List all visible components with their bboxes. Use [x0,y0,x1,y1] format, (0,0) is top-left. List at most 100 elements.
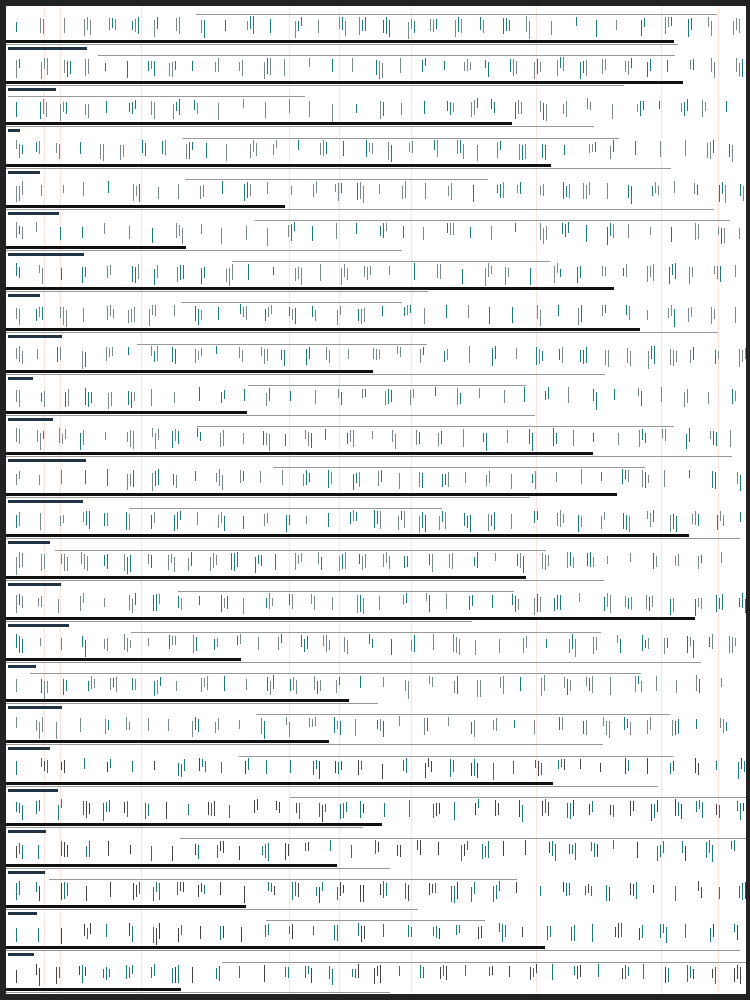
tick-mark [155,305,156,316]
tick-mark [404,307,405,317]
tick-mark [109,800,110,812]
tick-mark [216,968,217,980]
tick-mark [448,472,449,488]
tick-mark [580,349,581,362]
tick-mark [644,18,645,28]
tick-mark [195,306,196,321]
tick-mark [630,883,631,896]
tick-mark [696,801,697,813]
tick-mark [402,185,403,200]
tick-mark [455,19,456,37]
tick-mark [60,104,61,121]
tick-mark [652,185,653,196]
tick-mark [288,967,289,978]
tick-mark [84,18,85,37]
tick-mark [652,595,653,608]
tick-mark [453,760,454,772]
tick-mark [195,470,196,481]
tick-mark [488,513,489,532]
tick-mark [539,349,540,364]
tick-mark [178,183,179,200]
tick-mark [352,968,353,978]
tick-mark [382,305,383,317]
tick-mark [377,511,378,524]
tick-mark [201,267,202,284]
tick-mark [400,347,401,358]
tick-mark [691,307,692,317]
tick-mark [577,267,578,283]
tick-mark [633,801,634,811]
tick-mark [461,844,462,862]
tick-mark [438,433,439,447]
tick-mark [301,553,302,563]
tick-mark [458,17,459,32]
tick-mark [564,144,565,155]
tick-mark [59,967,60,979]
tick-mark [372,143,373,154]
tick-mark [223,925,224,938]
tick-mark [298,20,299,32]
thick-rule [6,987,181,991]
tick-mark [91,391,92,404]
tick-mark [534,597,535,615]
tick-mark [204,678,205,687]
tick-mark [156,594,157,612]
tick-mark [16,557,17,575]
tick-mark [461,18,462,33]
tick-mark [248,757,249,770]
tick-mark [742,350,743,362]
tick-mark [136,185,137,196]
tick-mark [726,721,727,731]
tick-mark [734,840,735,851]
tick-mark [718,350,719,360]
tick-mark [695,598,696,616]
tick-mark [107,554,108,569]
tick-mark [585,885,586,895]
tick-mark [224,675,225,692]
tick-mark [502,924,503,943]
tick-mark [488,61,489,78]
tick-mark [47,57,48,75]
tick-mark [707,143,708,159]
tick-mark [216,555,217,565]
tick-mark [496,718,497,731]
tick-mark [274,885,275,895]
tick-mark [127,61,128,79]
tick-mark [520,182,521,194]
tick-mark [326,142,327,154]
tick-mark [647,265,648,282]
tick-mark [154,351,155,362]
tick-mark [361,761,362,770]
tick-mark [380,101,381,120]
tick-mark [628,184,629,199]
tick-mark [545,391,546,400]
tick-mark [622,469,623,484]
tick-mark [628,598,629,609]
tick-mark [16,140,17,150]
tick-mark [564,758,565,770]
thin-rule [195,14,717,15]
tick-mark [581,304,582,322]
tick-mark [653,263,654,282]
tick-mark [359,471,360,487]
tick-mark [36,882,37,892]
label-dash [8,871,46,874]
tick-mark [566,882,567,896]
tick-mark [342,554,343,569]
tick-mark [107,265,108,278]
tick-mark [540,185,541,196]
tick-mark [127,800,128,817]
tick-mark [271,883,272,893]
tick-mark [389,555,390,570]
tick-mark [309,100,310,117]
tick-mark [534,720,535,734]
tick-mark [296,803,297,813]
tick-mark [505,267,506,286]
tick-mark [198,845,199,859]
tick-mark [630,721,631,735]
tick-mark [176,17,177,32]
tick-mark [16,389,17,402]
noise-band [6,175,746,216]
tick-mark [609,721,610,738]
tick-mark [353,430,354,447]
